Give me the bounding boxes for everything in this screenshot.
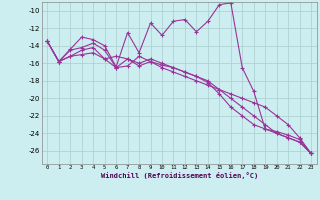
- X-axis label: Windchill (Refroidissement éolien,°C): Windchill (Refroidissement éolien,°C): [100, 172, 258, 179]
